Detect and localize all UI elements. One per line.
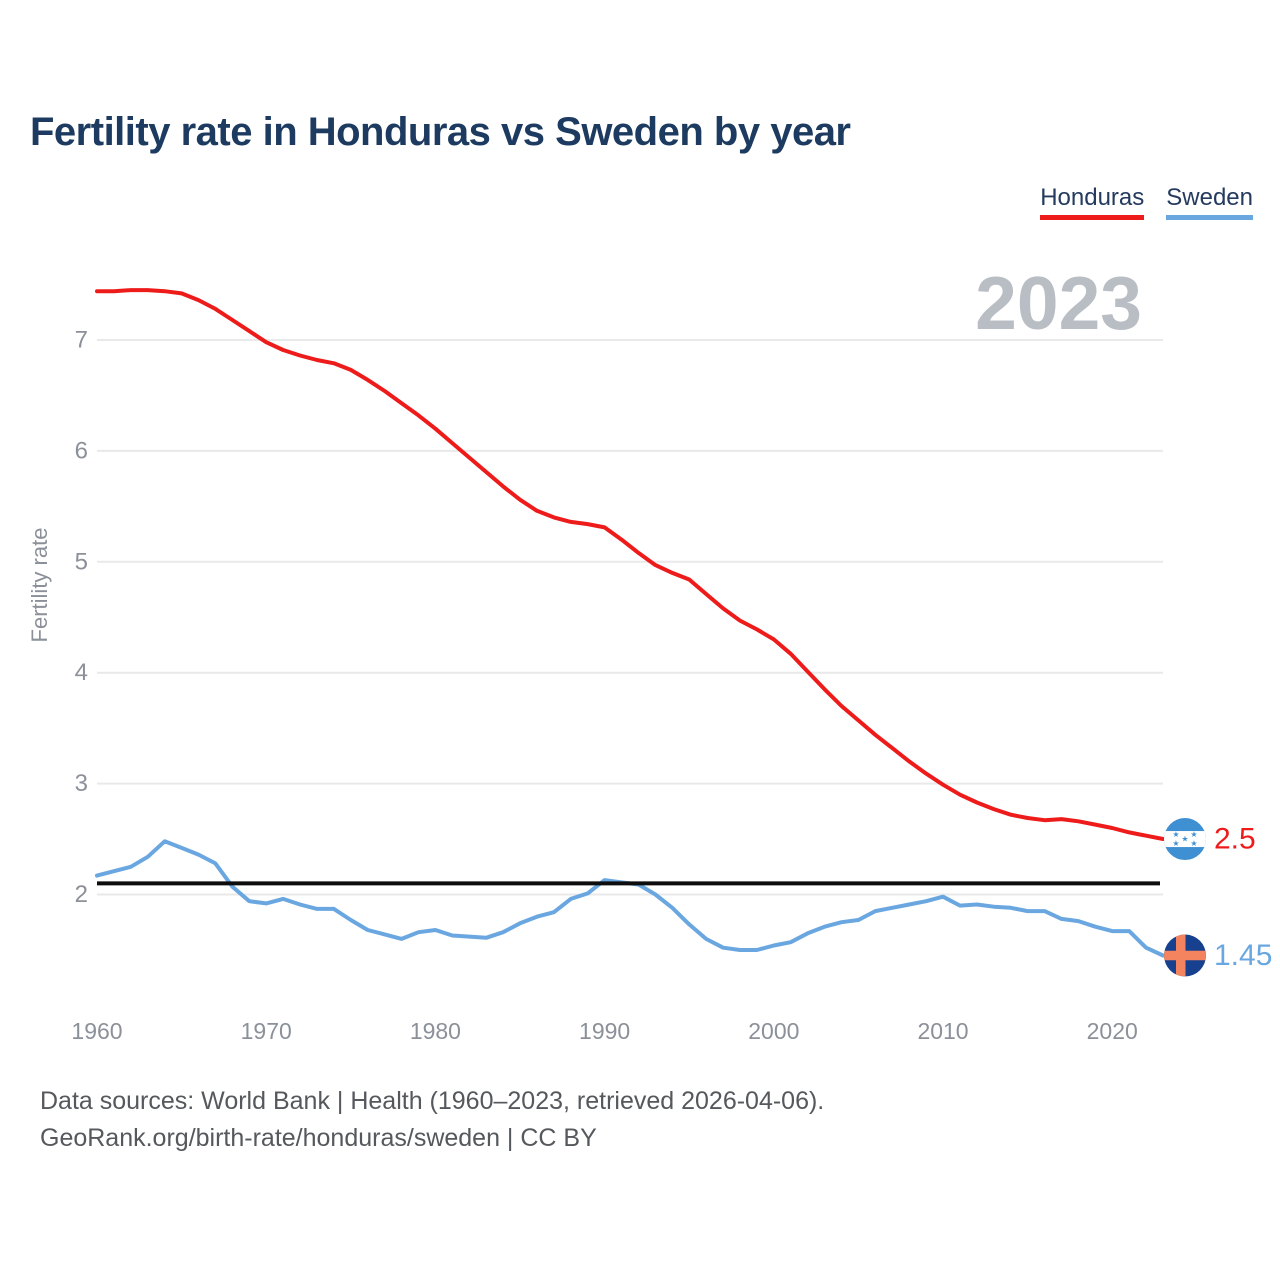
- footer-license-line: GeoRank.org/birth-rate/honduras/sweden |…: [40, 1124, 597, 1152]
- footer-source-line: Data sources: World Bank | Health (1960–…: [40, 1087, 825, 1115]
- x-tick-label: 1990: [579, 1018, 630, 1044]
- legend-item-honduras[interactable]: Honduras: [1040, 186, 1145, 220]
- page-title: Fertility rate in Honduras vs Sweden by …: [30, 110, 851, 154]
- honduras-flag-icon: ★★ ★★ ★: [1164, 818, 1206, 861]
- footer: Data sources: World Bank | Health (1960–…: [40, 1083, 824, 1157]
- legend-item-sweden[interactable]: Sweden: [1166, 186, 1253, 220]
- legend: Honduras Sweden: [1040, 186, 1253, 220]
- x-tick-label: 1980: [410, 1018, 461, 1044]
- y-tick-label: 5: [75, 548, 88, 575]
- flag-star: ★: [1190, 830, 1197, 839]
- y-tick-label: 3: [75, 770, 88, 797]
- x-tick-label: 1970: [241, 1018, 292, 1044]
- y-tick-label: 7: [75, 327, 88, 354]
- sweden-end-value: 1.45: [1214, 939, 1272, 972]
- year-watermark: 2023: [975, 261, 1142, 345]
- x-tick-label: 2000: [748, 1018, 799, 1044]
- y-tick-label: 6: [75, 437, 88, 464]
- honduras-end-value: 2.5: [1214, 823, 1256, 856]
- y-tick-label: 2: [75, 881, 88, 908]
- y-tick-label: 4: [75, 659, 88, 686]
- flag-star: ★: [1190, 839, 1197, 848]
- x-tick-label: 2020: [1087, 1018, 1138, 1044]
- x-tick-label: 1960: [71, 1018, 122, 1044]
- y-axis-title: Fertility rate: [27, 527, 52, 643]
- x-tick-label: 2010: [917, 1018, 968, 1044]
- flag-star: ★: [1172, 830, 1179, 839]
- flag-star: ★: [1172, 839, 1179, 848]
- sweden-line: [95, 839, 1165, 958]
- honduras-line: [95, 288, 1165, 841]
- flag-star: ★: [1181, 835, 1188, 844]
- sweden-flag-icon: [1164, 934, 1206, 977]
